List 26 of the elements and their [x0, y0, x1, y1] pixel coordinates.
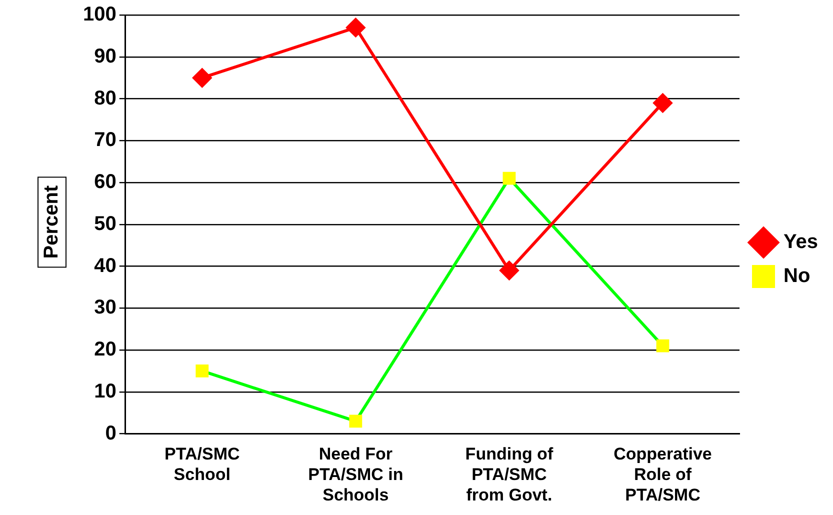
- x-tick-label: Need For PTA/SMC in Schools: [308, 444, 404, 504]
- point: [656, 339, 670, 352]
- legend-label: Yes: [784, 231, 818, 254]
- y-tick-label: 30: [94, 296, 116, 319]
- y-tick-label: 0: [105, 422, 116, 444]
- y-tick-label: 10: [94, 380, 116, 402]
- point: [653, 93, 672, 112]
- y-tick-label: 60: [94, 171, 116, 194]
- y-tick-label: 50: [94, 212, 116, 235]
- legend-label: No: [784, 265, 810, 288]
- x-tick-label: Copperative Role of PTA/SMC: [614, 444, 712, 504]
- x-tick-label: PTA/SMC School: [164, 444, 240, 484]
- y-tick-label: 20: [94, 338, 116, 361]
- point: [349, 414, 362, 428]
- point: [500, 260, 519, 280]
- y-tick-label: 70: [94, 129, 116, 152]
- y-tick-label: 80: [94, 87, 116, 110]
- point: [196, 364, 209, 378]
- x-tick-label: Funding of PTA/SMC from Govt.: [465, 444, 554, 504]
- y-tick-label: 100: [82, 4, 116, 26]
- y-axis-title: Percent: [38, 176, 66, 268]
- y-tick-label: 40: [94, 254, 116, 277]
- point: [192, 68, 212, 88]
- point: [502, 172, 516, 185]
- point: [346, 18, 366, 38]
- y-tick-label: 90: [94, 45, 116, 68]
